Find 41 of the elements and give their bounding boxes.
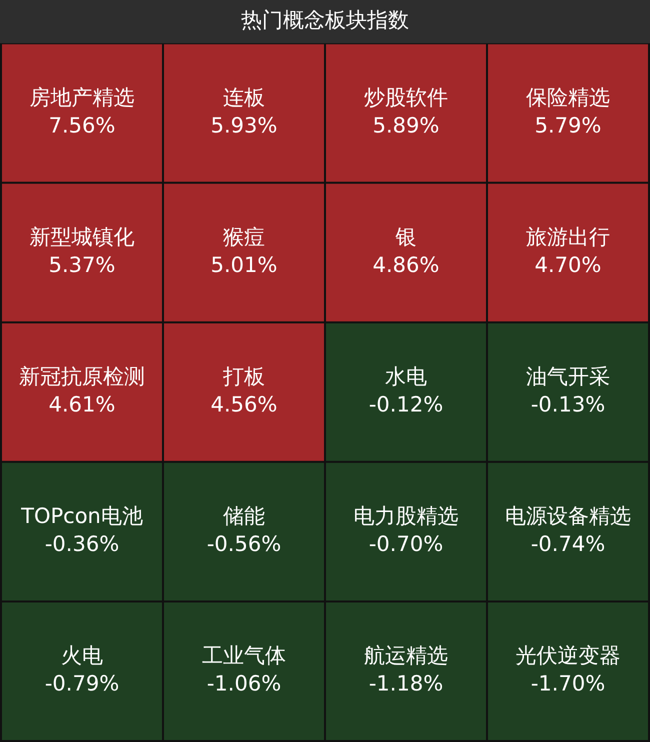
- data-label: -0.36%: [44, 532, 120, 556]
- category-label: 炒股软件: [364, 85, 448, 110]
- category-label: 房地产精选: [30, 85, 134, 110]
- category-label: 旅游出行: [526, 224, 610, 249]
- data-label: -1.70%: [530, 672, 606, 696]
- data-label: 5.01%: [210, 252, 278, 277]
- category-label: 打板: [222, 364, 265, 389]
- category-label: 银: [394, 224, 416, 249]
- data-label: 5.37%: [48, 252, 116, 277]
- data-label: 5.93%: [210, 113, 278, 138]
- data-label: -0.12%: [368, 392, 444, 417]
- data-label: 4.86%: [372, 252, 440, 277]
- text: 热门概念板块指数: [241, 8, 409, 32]
- data-label: -0.56%: [206, 532, 282, 556]
- category-label: 连板: [223, 85, 265, 110]
- data-label: -1.06%: [206, 672, 282, 696]
- category-label: 猴痘: [223, 224, 265, 249]
- category-label: 新型城镇化: [30, 224, 134, 249]
- category-label: 火电: [61, 644, 103, 668]
- category-label: 光伏逆变器: [516, 644, 620, 668]
- data-label: 4.70%: [534, 252, 602, 277]
- category-label: 工业气体: [202, 644, 286, 668]
- data-label: -0.13%: [530, 392, 606, 417]
- category-label: 航运精选: [364, 644, 448, 668]
- data-label: 4.61%: [48, 392, 116, 417]
- category-label: 油气开采: [526, 364, 610, 389]
- category-label: 电源设备精选: [505, 504, 631, 528]
- category-label: 保险精选: [526, 85, 610, 110]
- data-label: -1.18%: [368, 672, 444, 696]
- data-label: 5.79%: [534, 113, 602, 138]
- category-label: TOPcon电池: [20, 504, 143, 528]
- data-label: 4.56%: [210, 392, 278, 417]
- data-label: -0.79%: [44, 672, 120, 696]
- data-label: -0.74%: [530, 532, 606, 556]
- category-label: 新冠抗原检测: [19, 364, 145, 389]
- data-label: 5.89%: [372, 113, 440, 138]
- data-label: 7.56%: [48, 113, 116, 138]
- category-label: 水电: [385, 364, 427, 389]
- category-label: 储能: [223, 504, 265, 528]
- category-label: 电力股精选: [354, 504, 458, 528]
- data-label: -0.70%: [368, 532, 444, 556]
